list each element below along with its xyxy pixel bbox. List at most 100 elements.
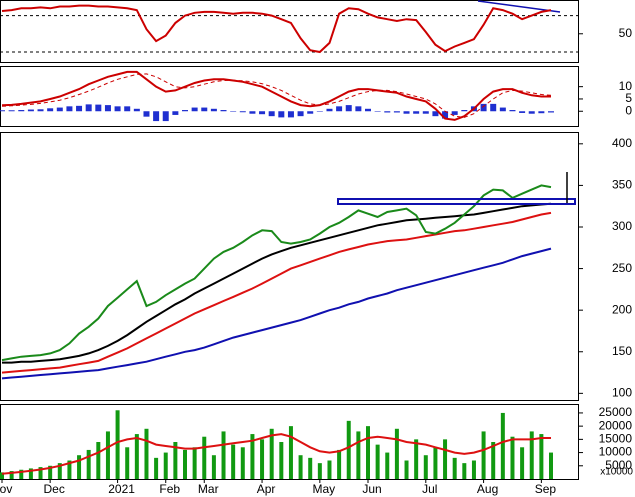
volume-bar bbox=[240, 447, 245, 479]
macd-histogram-bar bbox=[239, 111, 246, 113]
macd-histogram-bar bbox=[499, 107, 506, 112]
macd-histogram-bar bbox=[287, 111, 294, 118]
volume-bar bbox=[510, 436, 515, 479]
volume-bar bbox=[211, 455, 216, 479]
volume-bar bbox=[19, 469, 24, 479]
series-line bbox=[1, 433, 551, 475]
volume-bar bbox=[385, 452, 390, 479]
volume-bar bbox=[433, 447, 438, 479]
macd-histogram-bar bbox=[0, 110, 5, 112]
volume-bar bbox=[154, 457, 159, 479]
y-tick-label: 20000 bbox=[599, 418, 633, 432]
volume-bar bbox=[269, 428, 274, 479]
x-tick-label: Jul bbox=[422, 482, 437, 496]
volume-bar bbox=[48, 465, 53, 479]
volume-bar bbox=[28, 468, 33, 479]
macd-histogram-bar bbox=[182, 110, 188, 112]
macd-histogram-bar bbox=[66, 106, 73, 112]
macd-histogram-bar bbox=[480, 103, 487, 112]
y-tick-label: 10 bbox=[619, 79, 633, 93]
x-tick-label: Dec bbox=[43, 482, 64, 496]
volume-bar bbox=[77, 455, 82, 479]
volume-bar bbox=[96, 442, 101, 479]
y-tick-label: 200 bbox=[612, 302, 632, 316]
volume-bar bbox=[163, 452, 168, 479]
volume-bar bbox=[529, 431, 534, 479]
volume-bar bbox=[192, 447, 197, 479]
price-panel-frame bbox=[0, 132, 579, 401]
macd-histogram-bar bbox=[432, 111, 439, 117]
macd-histogram-bar bbox=[316, 111, 323, 112]
y-tick-label: 5 bbox=[625, 91, 632, 105]
series-line bbox=[1, 70, 551, 121]
macd-histogram-bar bbox=[365, 108, 371, 112]
volume-bar bbox=[549, 452, 553, 479]
x-tick-label: Sep bbox=[535, 482, 557, 496]
x-tick-label: Jun bbox=[362, 482, 381, 496]
macd-histogram-bar bbox=[413, 111, 420, 114]
volume-bar bbox=[202, 436, 207, 479]
volume-bar bbox=[414, 439, 419, 479]
macd-histogram-bar bbox=[230, 111, 237, 112]
macd-histogram-bar bbox=[153, 111, 160, 122]
volume-bar bbox=[9, 471, 14, 479]
macd-histogram-bar bbox=[249, 111, 256, 114]
volume-bar bbox=[298, 455, 303, 479]
macd-histogram-bar bbox=[326, 108, 333, 112]
y-tick-label: 150 bbox=[612, 344, 632, 358]
macd-histogram-bar bbox=[162, 111, 169, 122]
macd-histogram-bar bbox=[18, 110, 25, 112]
x-tick-label: 2021 bbox=[108, 482, 135, 496]
macd-histogram-bar bbox=[191, 107, 198, 112]
macd-histogram-bar bbox=[37, 109, 44, 112]
x-tick-label: ov bbox=[0, 482, 12, 496]
volume-bar bbox=[183, 449, 187, 479]
y-tick-label: 50 bbox=[619, 26, 633, 40]
x-tick-label: Feb bbox=[159, 482, 180, 496]
y-tick-label: 350 bbox=[612, 178, 632, 192]
macd-histogram-bar bbox=[451, 111, 458, 115]
macd-histogram-bar bbox=[27, 109, 34, 112]
macd-histogram-bar bbox=[384, 111, 391, 113]
y-tick-label: 400 bbox=[612, 136, 632, 150]
volume-bar bbox=[366, 426, 370, 479]
volume-bar bbox=[144, 428, 149, 479]
volume-bar bbox=[520, 447, 525, 479]
macd-histogram-bar bbox=[172, 111, 179, 115]
macd-histogram-bar bbox=[307, 111, 314, 114]
macd-histogram-bar bbox=[201, 107, 208, 112]
series-line bbox=[1, 4, 552, 54]
volume-bar bbox=[462, 463, 467, 479]
macd-histogram-bar bbox=[403, 111, 410, 114]
volume-bar bbox=[327, 460, 332, 479]
volume-bar bbox=[57, 463, 62, 479]
volume-bar bbox=[491, 442, 496, 479]
macd-histogram-bar bbox=[278, 111, 285, 118]
rsi-panel-frame bbox=[0, 0, 579, 63]
volume-bar bbox=[481, 431, 486, 479]
volume-bar bbox=[317, 463, 322, 479]
y-tick-label: 10000 bbox=[599, 445, 633, 459]
macd-histogram-bar bbox=[47, 108, 54, 112]
macd-histogram-bar bbox=[133, 108, 140, 112]
volume-bar bbox=[231, 444, 236, 479]
macd-histogram-bar bbox=[220, 110, 227, 112]
volume-bar bbox=[452, 457, 457, 479]
x-tick-label: Apr bbox=[257, 482, 276, 496]
macd-panel-frame bbox=[0, 66, 579, 127]
series-line bbox=[2, 202, 552, 364]
macd-histogram-bar bbox=[442, 111, 449, 119]
macd-histogram-bar bbox=[355, 106, 362, 112]
volume-bar bbox=[288, 426, 293, 479]
macd-histogram-bar bbox=[8, 110, 15, 112]
x-tick-label: Mar bbox=[198, 482, 219, 496]
series-line bbox=[1, 247, 552, 380]
macd-histogram-bar bbox=[393, 111, 400, 113]
macd-histogram-bar bbox=[345, 105, 352, 112]
axis-unit-label: x10000 bbox=[600, 467, 633, 478]
macd-histogram-bar bbox=[104, 105, 111, 112]
volume-bar bbox=[38, 467, 43, 479]
volume-bar bbox=[375, 444, 380, 479]
macd-histogram-bar bbox=[268, 111, 275, 117]
macd-histogram-bar bbox=[422, 111, 429, 114]
